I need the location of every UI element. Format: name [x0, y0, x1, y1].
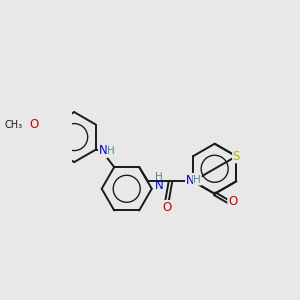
Text: O: O [162, 200, 171, 214]
Text: O: O [228, 195, 237, 208]
Text: H: H [107, 146, 115, 156]
Text: O: O [29, 118, 38, 131]
Text: N: N [186, 173, 194, 187]
Text: H: H [194, 175, 201, 185]
Text: CH₃: CH₃ [5, 120, 23, 130]
Text: N: N [155, 179, 164, 192]
Text: S: S [232, 150, 240, 163]
Text: H: H [155, 172, 163, 182]
Text: N: N [99, 144, 107, 157]
